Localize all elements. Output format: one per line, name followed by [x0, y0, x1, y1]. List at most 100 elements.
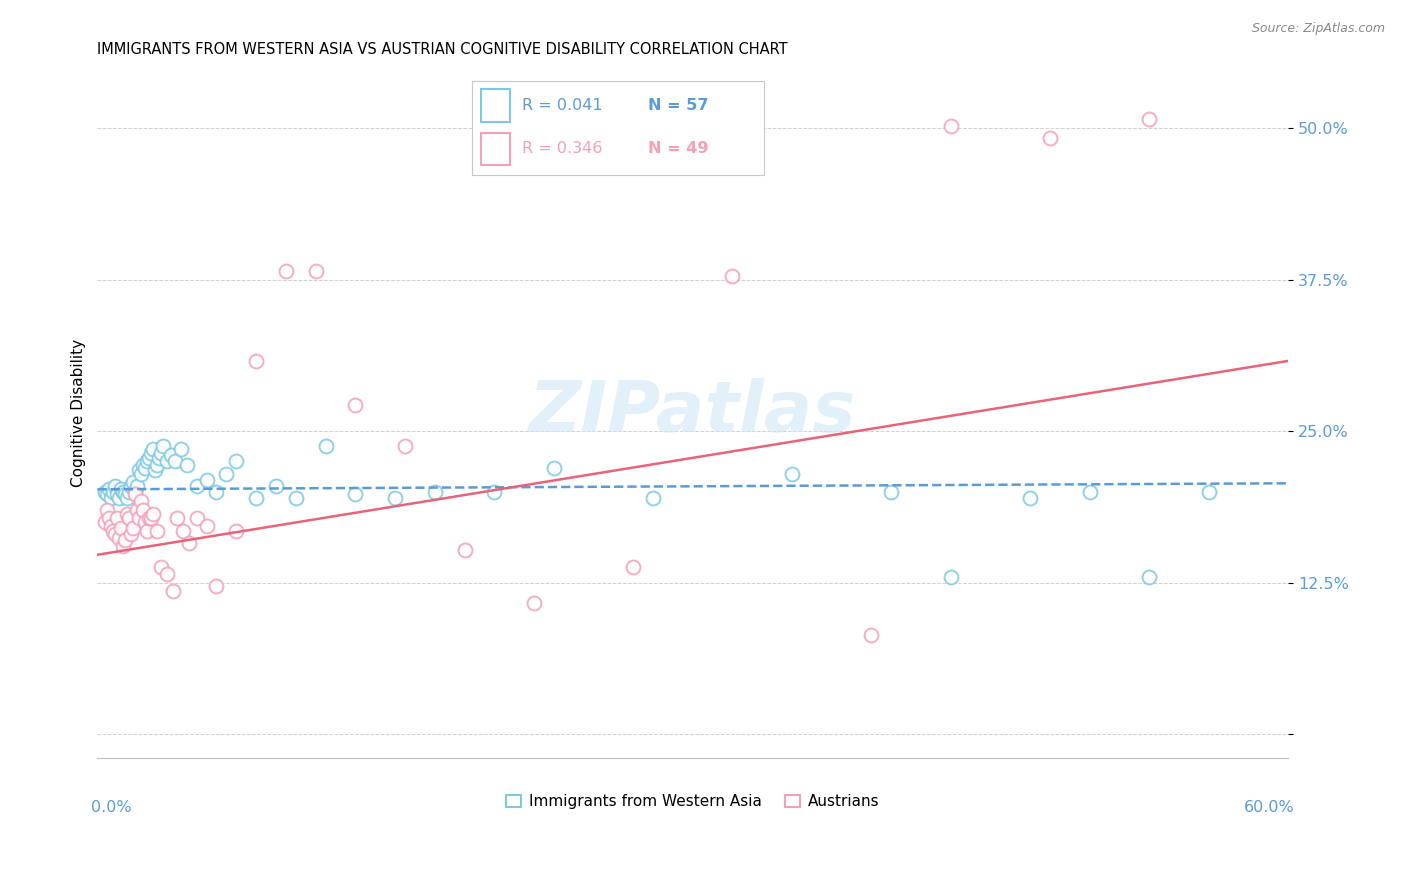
- Point: [1137, 112, 1160, 126]
- Point: [110, 483, 132, 497]
- Point: [114, 533, 136, 548]
- Point: [1039, 131, 1062, 145]
- Point: [1078, 484, 1101, 499]
- Point: [120, 527, 142, 541]
- Point: [159, 449, 181, 463]
- Point: [112, 539, 135, 553]
- Point: [152, 439, 174, 453]
- Point: [1198, 484, 1220, 499]
- Point: [124, 487, 146, 501]
- Point: [129, 467, 152, 481]
- Point: [138, 511, 160, 525]
- Point: [100, 491, 122, 505]
- Point: [132, 458, 155, 472]
- Point: [98, 511, 121, 525]
- Point: [114, 487, 136, 501]
- Point: [138, 450, 160, 465]
- Point: [103, 524, 125, 538]
- Point: [344, 487, 367, 501]
- Point: [96, 503, 118, 517]
- Point: [146, 458, 169, 472]
- Text: 0.0%: 0.0%: [91, 800, 132, 814]
- Point: [423, 484, 446, 499]
- Point: [205, 579, 228, 593]
- Point: [136, 454, 159, 468]
- Point: [186, 479, 208, 493]
- Point: [98, 483, 121, 497]
- Point: [939, 119, 962, 133]
- Point: [149, 560, 172, 574]
- Y-axis label: Cognitive Disability: Cognitive Disability: [72, 339, 86, 487]
- Point: [284, 491, 307, 505]
- Point: [394, 439, 416, 453]
- Point: [780, 467, 803, 481]
- Point: [1019, 491, 1042, 505]
- Point: [143, 463, 166, 477]
- Point: [146, 524, 169, 538]
- Point: [939, 569, 962, 583]
- Point: [128, 463, 150, 477]
- Point: [166, 511, 188, 525]
- Point: [128, 511, 150, 525]
- Point: [139, 511, 162, 525]
- Point: [105, 511, 128, 525]
- Point: [132, 503, 155, 517]
- Point: [104, 479, 127, 493]
- Point: [115, 491, 138, 505]
- Point: [142, 507, 165, 521]
- Point: [225, 524, 247, 538]
- Point: [108, 531, 131, 545]
- Point: [105, 487, 128, 501]
- Point: [115, 507, 138, 521]
- Point: [170, 442, 193, 457]
- Point: [721, 268, 744, 283]
- Point: [136, 524, 159, 538]
- Point: [120, 479, 142, 493]
- Point: [245, 354, 267, 368]
- Point: [156, 454, 179, 468]
- Point: [484, 484, 506, 499]
- Point: [315, 439, 337, 453]
- Point: [149, 446, 172, 460]
- Point: [205, 484, 228, 499]
- Point: [125, 503, 148, 517]
- Point: [118, 511, 141, 525]
- Point: [264, 479, 287, 493]
- Point: [177, 535, 200, 549]
- Point: [621, 560, 644, 574]
- Point: [110, 521, 132, 535]
- Point: [172, 524, 194, 538]
- Point: [274, 264, 297, 278]
- Point: [139, 446, 162, 460]
- Point: [156, 567, 179, 582]
- Point: [162, 584, 184, 599]
- Point: [305, 264, 328, 278]
- Point: [163, 454, 186, 468]
- Point: [108, 491, 131, 505]
- Point: [104, 527, 127, 541]
- Point: [122, 475, 145, 489]
- Point: [103, 484, 125, 499]
- Point: [643, 491, 665, 505]
- Point: [195, 473, 218, 487]
- Point: [148, 450, 170, 465]
- Point: [543, 460, 565, 475]
- Point: [453, 543, 475, 558]
- Point: [860, 628, 883, 642]
- Point: [215, 467, 238, 481]
- Point: [384, 491, 406, 505]
- Point: [1137, 569, 1160, 583]
- Point: [176, 458, 198, 472]
- Point: [880, 484, 903, 499]
- Point: [344, 397, 367, 411]
- Point: [134, 460, 156, 475]
- Text: ZIPatlas: ZIPatlas: [529, 378, 856, 448]
- Point: [142, 442, 165, 457]
- Point: [134, 515, 156, 529]
- Point: [96, 487, 118, 501]
- Point: [94, 515, 117, 529]
- Point: [100, 518, 122, 533]
- Text: 60.0%: 60.0%: [1243, 800, 1294, 814]
- Point: [186, 511, 208, 525]
- Point: [195, 518, 218, 533]
